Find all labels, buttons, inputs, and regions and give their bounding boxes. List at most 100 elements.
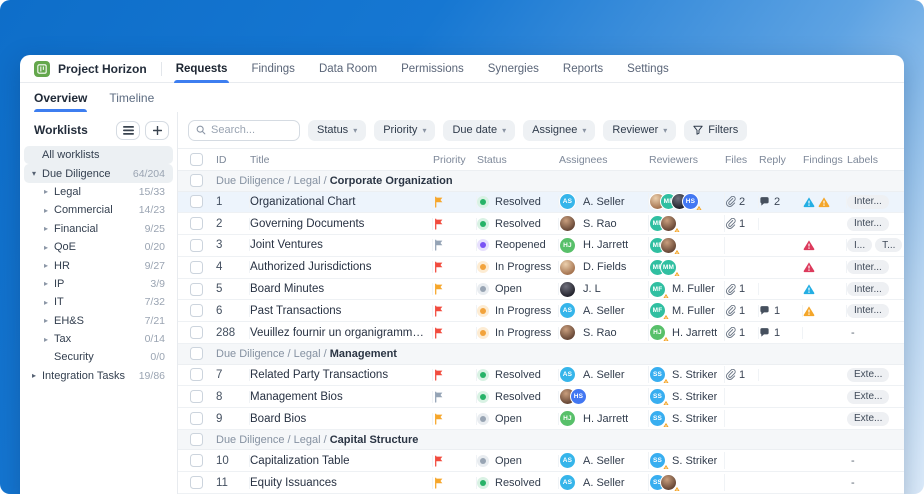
search-box[interactable]	[188, 119, 300, 141]
label-pill[interactable]: I...	[847, 238, 873, 253]
request-title[interactable]: Governing Documents	[250, 218, 433, 230]
priority-cell[interactable]	[433, 477, 477, 489]
request-row[interactable]: 6 Past Transactions In Progress AS A. Sel…	[178, 300, 904, 323]
column-header-labels[interactable]: Labels	[847, 153, 878, 166]
request-title[interactable]: Capitalization Table	[250, 455, 433, 467]
column-header-title[interactable]: Title	[250, 153, 270, 166]
column-header-findings[interactable]: Findings	[803, 153, 843, 166]
status-cell[interactable]: In Progress	[477, 261, 559, 274]
request-title[interactable]: Board Bios	[250, 413, 433, 425]
status-cell[interactable]: In Progress	[477, 326, 559, 339]
priority-cell[interactable]	[433, 218, 477, 230]
priority-cell[interactable]	[433, 305, 477, 317]
chevron-right-icon[interactable]: ▸	[44, 261, 49, 271]
row-checkbox[interactable]	[190, 412, 203, 426]
assignees-cell[interactable]: HS	[559, 388, 649, 406]
assignees-cell[interactable]: AS A. Seller	[559, 302, 649, 320]
chevron-right-icon[interactable]: ▸	[44, 187, 49, 197]
sidebar-item-qoe[interactable]: ▸ QoE 0/20	[24, 238, 173, 256]
label-pill[interactable]: Inter...	[847, 303, 889, 318]
status-cell[interactable]: Reopened	[477, 239, 559, 252]
reviewers-cell[interactable]: MF	[649, 236, 725, 254]
request-title[interactable]: Organizational Chart	[250, 196, 433, 208]
assignees-cell[interactable]: HJ H. Jarrett	[559, 236, 649, 254]
sub-tab-timeline[interactable]: Timeline	[109, 90, 155, 105]
findings-cell[interactable]	[803, 305, 847, 317]
chevron-right-icon[interactable]: ▸	[44, 297, 49, 307]
files-cell[interactable]: 2	[725, 196, 759, 208]
labels-cell[interactable]: I... T...	[847, 238, 904, 253]
column-header-id[interactable]: ID	[216, 153, 227, 166]
filter-dropdown-assignee[interactable]: Assignee ▾	[523, 119, 596, 141]
chevron-right-icon[interactable]: ▸	[44, 316, 49, 326]
reviewers-cell[interactable]: MF MM	[649, 258, 725, 276]
filter-dropdown-due-date[interactable]: Due date ▾	[443, 119, 516, 141]
group-checkbox[interactable]	[190, 347, 203, 361]
request-title[interactable]: Veuillez fournir un organigramme montra.…	[250, 326, 433, 339]
nav-tab-data-room[interactable]: Data Room	[318, 62, 378, 75]
status-cell[interactable]: Resolved	[477, 368, 559, 381]
assignees-cell[interactable]: HJ H. Jarrett	[559, 410, 649, 428]
nav-tab-synergies[interactable]: Synergies	[487, 62, 539, 75]
column-header-priority[interactable]: Priority	[433, 153, 466, 166]
column-header-status[interactable]: Status	[477, 153, 507, 166]
row-checkbox[interactable]	[190, 260, 203, 274]
filters-button[interactable]: Filters	[684, 119, 748, 141]
reply-cell[interactable]: 2	[759, 196, 803, 208]
row-checkbox[interactable]	[190, 238, 203, 252]
sidebar-item-eh-s[interactable]: ▸ EH&S 7/21	[24, 312, 173, 330]
priority-cell[interactable]	[433, 455, 477, 467]
row-checkbox[interactable]	[190, 217, 203, 231]
status-cell[interactable]: Open	[477, 454, 559, 467]
assignees-cell[interactable]: D. Fields	[559, 258, 649, 276]
request-title[interactable]: Board Minutes	[250, 283, 433, 295]
nav-tab-permissions[interactable]: Permissions	[401, 62, 464, 75]
row-checkbox[interactable]	[190, 476, 203, 490]
chevron-right-icon[interactable]: ▸	[44, 279, 49, 289]
request-row[interactable]: 7 Related Party Transactions Resolved AS…	[178, 364, 904, 387]
priority-cell[interactable]	[433, 391, 477, 403]
request-title[interactable]: Authorized Jurisdictions	[250, 261, 433, 273]
reviewers-cell[interactable]: SS S. Striker	[649, 452, 725, 470]
reviewers-cell[interactable]: MF M. Fuller	[649, 280, 725, 298]
label-pill[interactable]: Inter...	[847, 194, 889, 209]
labels-cell[interactable]: Exte...	[847, 389, 904, 404]
chevron-right-icon[interactable]: ▸	[32, 371, 37, 381]
request-row[interactable]: 8 Management Bios Resolved HS SS S. Strik…	[178, 386, 904, 409]
column-header-files[interactable]: Files	[725, 153, 748, 166]
row-checkbox[interactable]	[190, 195, 203, 209]
sidebar-item-ip[interactable]: ▸ IP 3/9	[24, 275, 173, 293]
filter-dropdown-status[interactable]: Status ▾	[308, 119, 367, 141]
labels-cell[interactable]: -	[847, 327, 904, 339]
assignees-cell[interactable]: AS A. Seller	[559, 452, 649, 470]
labels-cell[interactable]: -	[847, 477, 904, 489]
label-pill[interactable]: Inter...	[847, 260, 889, 275]
labels-cell[interactable]: Inter...	[847, 282, 904, 297]
sidebar-item-commercial[interactable]: ▸ Commercial 14/23	[24, 201, 173, 219]
chevron-down-icon[interactable]: ▾	[32, 169, 37, 179]
sidebar-item-security[interactable]: Security 0/0	[24, 348, 173, 366]
reviewers-cell[interactable]: SS	[649, 474, 725, 492]
row-checkbox[interactable]	[190, 368, 203, 382]
reviewers-cell[interactable]: MF M. Fuller	[649, 302, 725, 320]
files-cell[interactable]: 1	[725, 283, 759, 295]
request-row[interactable]: 3 Joint Ventures Reopened HJ H. Jarrett M…	[178, 235, 904, 257]
add-worklist-button[interactable]	[145, 120, 169, 140]
assignees-cell[interactable]: J. L	[559, 280, 649, 298]
priority-cell[interactable]	[433, 369, 477, 381]
labels-cell[interactable]: Inter...	[847, 194, 904, 209]
status-cell[interactable]: Resolved	[477, 390, 559, 403]
label-pill[interactable]: Exte...	[847, 367, 890, 382]
status-cell[interactable]: Resolved	[477, 217, 559, 230]
request-title[interactable]: Related Party Transactions	[250, 369, 433, 381]
reply-cell[interactable]: 1	[759, 305, 803, 317]
row-checkbox[interactable]	[190, 304, 203, 318]
sidebar-item-hr[interactable]: ▸ HR 9/27	[24, 256, 173, 274]
priority-cell[interactable]	[433, 283, 477, 295]
search-input[interactable]	[211, 124, 291, 136]
labels-cell[interactable]: Inter...	[847, 260, 904, 275]
filter-dropdown-priority[interactable]: Priority ▾	[374, 119, 436, 141]
worklist-view-button[interactable]	[116, 120, 140, 140]
request-title[interactable]: Past Transactions	[250, 305, 433, 317]
select-all-checkbox[interactable]	[190, 153, 203, 166]
